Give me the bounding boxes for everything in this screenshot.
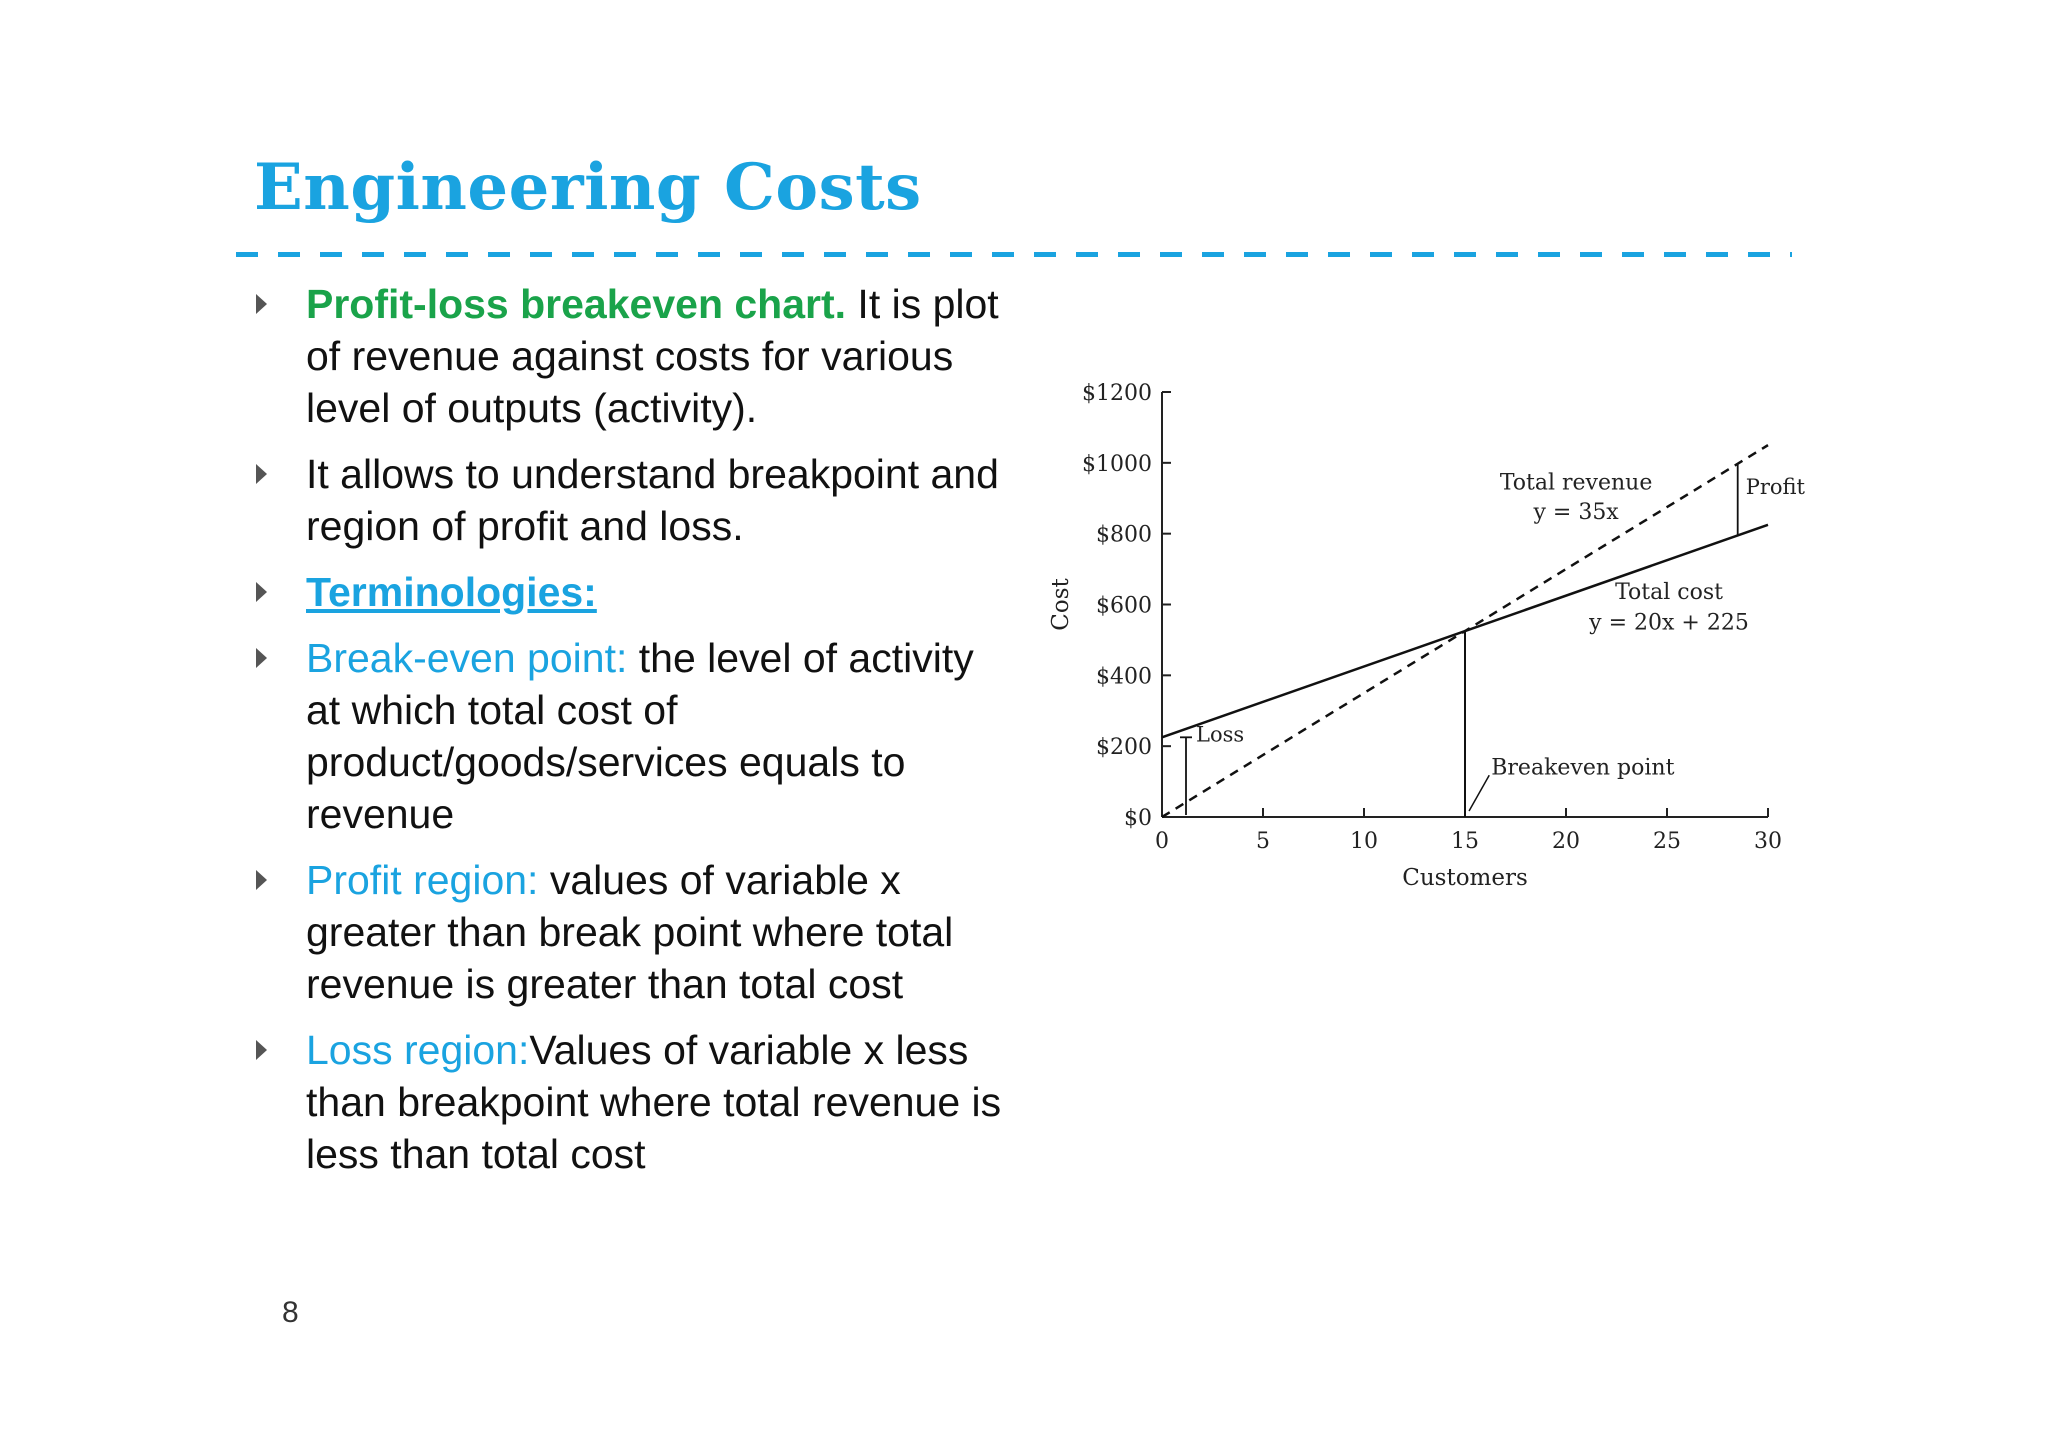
x-axis-title: Customers — [1402, 865, 1528, 890]
x-tick-label: 25 — [1653, 829, 1681, 854]
x-tick-label: 20 — [1552, 829, 1580, 854]
bullet-text: Values of variable x less than breakpoin… — [306, 1027, 1002, 1177]
y-tick-label: $600 — [1096, 594, 1152, 619]
bullet-item: Break-even point: the level of activity … — [254, 632, 1014, 840]
bullet-arrow-icon — [256, 294, 267, 314]
breakeven-label: Breakeven point — [1491, 756, 1674, 781]
bullet-arrow-icon — [256, 1040, 267, 1060]
bullet-text: It is plot of revenue against costs for … — [306, 281, 999, 431]
terminologies-heading: Terminologies: — [306, 569, 597, 615]
y-tick-label: $1200 — [1082, 381, 1152, 406]
bullet-arrow-icon — [256, 582, 267, 602]
cost-equation: y = 20x + 225 — [1588, 610, 1749, 635]
profit-label: Profit — [1746, 475, 1806, 499]
y-tick-label: $400 — [1096, 664, 1152, 689]
bullet-text: It allows to understand breakpoint and r… — [306, 451, 999, 549]
bullet-item: It allows to understand breakpoint and r… — [254, 448, 1014, 552]
bullet-lead: Profit region: — [306, 857, 539, 903]
loss-label: Loss — [1196, 722, 1244, 746]
bullet-item: Terminologies: — [254, 566, 1014, 618]
x-tick-label: 10 — [1350, 829, 1378, 854]
x-tick-label: 0 — [1155, 829, 1169, 854]
y-axis-title: Cost — [1048, 578, 1074, 631]
x-tick-label: 30 — [1754, 829, 1782, 854]
cost-series-name: Total cost — [1615, 580, 1723, 605]
bullet-arrow-icon — [256, 870, 267, 890]
bullet-item: Profit region: values of variable x grea… — [254, 854, 1014, 1010]
bullet-arrow-icon — [256, 464, 267, 484]
bullet-arrow-icon — [256, 648, 267, 668]
revenue-equation: y = 35x — [1532, 500, 1619, 525]
x-tick-label: 5 — [1256, 829, 1270, 854]
y-tick-label: $200 — [1096, 735, 1152, 760]
title-divider — [236, 252, 1792, 257]
x-tick-label: 15 — [1451, 829, 1479, 854]
page-number: 8 — [282, 1296, 299, 1329]
bullet-list: Profit-loss breakeven chart. It is plot … — [254, 278, 1014, 1194]
bullet-item: Profit-loss breakeven chart. It is plot … — [254, 278, 1014, 434]
y-tick-label: $1000 — [1082, 452, 1152, 477]
bullet-lead: Profit-loss breakeven chart. — [306, 281, 847, 327]
bullet-text: values of variable x greater than break … — [306, 857, 954, 1007]
slide-title: Engineering Costs — [254, 150, 922, 225]
bullet-item: Loss region:Values of variable x less th… — [254, 1024, 1014, 1180]
bullet-text: the level of activity at which total cos… — [306, 635, 974, 837]
bullet-lead: Break-even point: — [306, 635, 628, 681]
bullet-lead: Loss region: — [306, 1027, 530, 1073]
y-tick-label: $800 — [1096, 523, 1152, 548]
revenue-series-name: Total revenue — [1500, 470, 1653, 495]
y-tick-label: $0 — [1124, 806, 1152, 831]
breakeven-chart: $0 $200 $400 $600 $800 $1000 $1200 0 5 10 15 20 25 30… — [1048, 381, 1806, 890]
breakeven-pointer — [1468, 774, 1490, 812]
